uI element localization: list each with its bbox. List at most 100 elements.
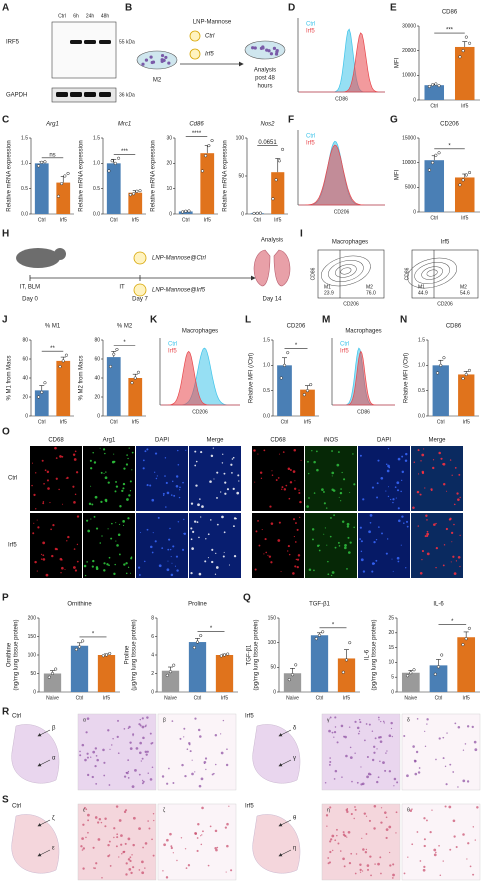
nucleus bbox=[462, 749, 465, 751]
stain-dot bbox=[341, 471, 343, 474]
stain-dot bbox=[88, 502, 92, 506]
nucleus bbox=[384, 769, 387, 772]
nucleus bbox=[214, 733, 218, 737]
bar bbox=[454, 46, 475, 100]
stain-dot bbox=[396, 489, 400, 492]
stain-dot bbox=[387, 448, 390, 450]
nucleus bbox=[184, 774, 187, 778]
data-point bbox=[436, 665, 441, 669]
nucleus bbox=[113, 836, 115, 839]
stain-dot bbox=[353, 483, 356, 486]
blot-band bbox=[56, 92, 68, 97]
stain-dot bbox=[387, 495, 390, 498]
stain-dot bbox=[211, 560, 214, 564]
significance-label: * bbox=[448, 143, 451, 149]
stain-dot bbox=[337, 451, 340, 453]
data-point bbox=[132, 192, 136, 196]
nucleus bbox=[108, 784, 111, 786]
stain-dot bbox=[395, 497, 397, 499]
nucleus bbox=[340, 724, 344, 728]
lung bbox=[273, 249, 291, 287]
nucleus bbox=[385, 836, 388, 840]
stain-dot bbox=[339, 491, 343, 495]
nucleus bbox=[467, 842, 470, 845]
stain-dot bbox=[76, 560, 79, 563]
nucleus bbox=[388, 770, 392, 773]
nucleus bbox=[439, 874, 442, 876]
stain-dot bbox=[282, 451, 285, 453]
nucleus bbox=[360, 783, 363, 786]
stain-dot bbox=[344, 546, 347, 550]
nucleus bbox=[373, 805, 377, 808]
stain-dot bbox=[308, 497, 310, 499]
nucleus bbox=[191, 759, 193, 761]
stain-dot bbox=[118, 553, 121, 556]
stain-dot bbox=[155, 477, 158, 480]
data-point bbox=[305, 389, 310, 393]
bar bbox=[43, 673, 62, 692]
nucleus bbox=[216, 846, 219, 849]
nucleus bbox=[196, 849, 199, 853]
stain-dot bbox=[277, 477, 280, 479]
nucleus bbox=[382, 761, 385, 764]
stain-dot bbox=[127, 457, 129, 460]
panel-letter: M bbox=[322, 315, 330, 326]
stain-dot bbox=[426, 535, 429, 537]
stain-dot bbox=[421, 453, 425, 457]
stain-dot bbox=[101, 535, 103, 537]
y-tick-label: 0.5 bbox=[418, 388, 425, 394]
bar bbox=[424, 160, 445, 212]
y-tick-label: 0.0 bbox=[418, 413, 425, 419]
x-tick-label: Ctrl bbox=[281, 419, 289, 425]
x-axis-label: CD206 bbox=[192, 409, 208, 415]
nucleus bbox=[452, 771, 455, 773]
stain-tile bbox=[136, 446, 188, 511]
tissue-section bbox=[252, 724, 301, 784]
stain-dot bbox=[307, 472, 310, 475]
stain-dot bbox=[327, 560, 329, 563]
stain-dot bbox=[117, 533, 121, 537]
stain-dot bbox=[212, 447, 214, 449]
nucleus bbox=[377, 716, 380, 719]
data-point bbox=[412, 668, 416, 672]
nucleus bbox=[364, 851, 368, 854]
nucleus bbox=[98, 818, 102, 821]
data-point bbox=[207, 144, 211, 148]
stain-dot bbox=[42, 501, 45, 503]
nucleus bbox=[187, 864, 191, 867]
bar bbox=[283, 673, 302, 692]
nucleus bbox=[361, 870, 364, 872]
stain-dot bbox=[293, 535, 295, 538]
nucleus bbox=[474, 839, 476, 841]
stain-dot bbox=[151, 498, 155, 502]
stain-dot bbox=[74, 569, 78, 572]
nucleus bbox=[82, 867, 85, 870]
nucleus bbox=[113, 827, 116, 830]
nucleus bbox=[342, 857, 345, 861]
stain-dot bbox=[146, 528, 149, 531]
nucleus bbox=[107, 729, 110, 732]
cell bbox=[265, 48, 269, 52]
stain-dot bbox=[440, 457, 443, 460]
stain-dot bbox=[287, 544, 290, 548]
stain-dot bbox=[446, 490, 448, 492]
nucleus bbox=[201, 806, 204, 810]
stain-dot bbox=[31, 484, 33, 487]
stain-dot bbox=[455, 560, 458, 562]
data-point bbox=[344, 658, 349, 662]
nucleus bbox=[112, 738, 114, 740]
nucleus bbox=[144, 725, 147, 728]
stain-dot bbox=[72, 453, 76, 457]
nucleus bbox=[329, 716, 332, 719]
nucleus bbox=[103, 774, 106, 777]
nucleus bbox=[396, 781, 399, 784]
nucleus bbox=[141, 871, 145, 875]
bar bbox=[56, 360, 71, 416]
bar bbox=[56, 182, 71, 214]
stain-dot bbox=[40, 558, 43, 560]
bar bbox=[432, 365, 449, 416]
data-point bbox=[117, 156, 121, 160]
cell bbox=[141, 62, 145, 66]
stain-dot bbox=[114, 490, 117, 493]
stain-dot bbox=[195, 460, 198, 463]
